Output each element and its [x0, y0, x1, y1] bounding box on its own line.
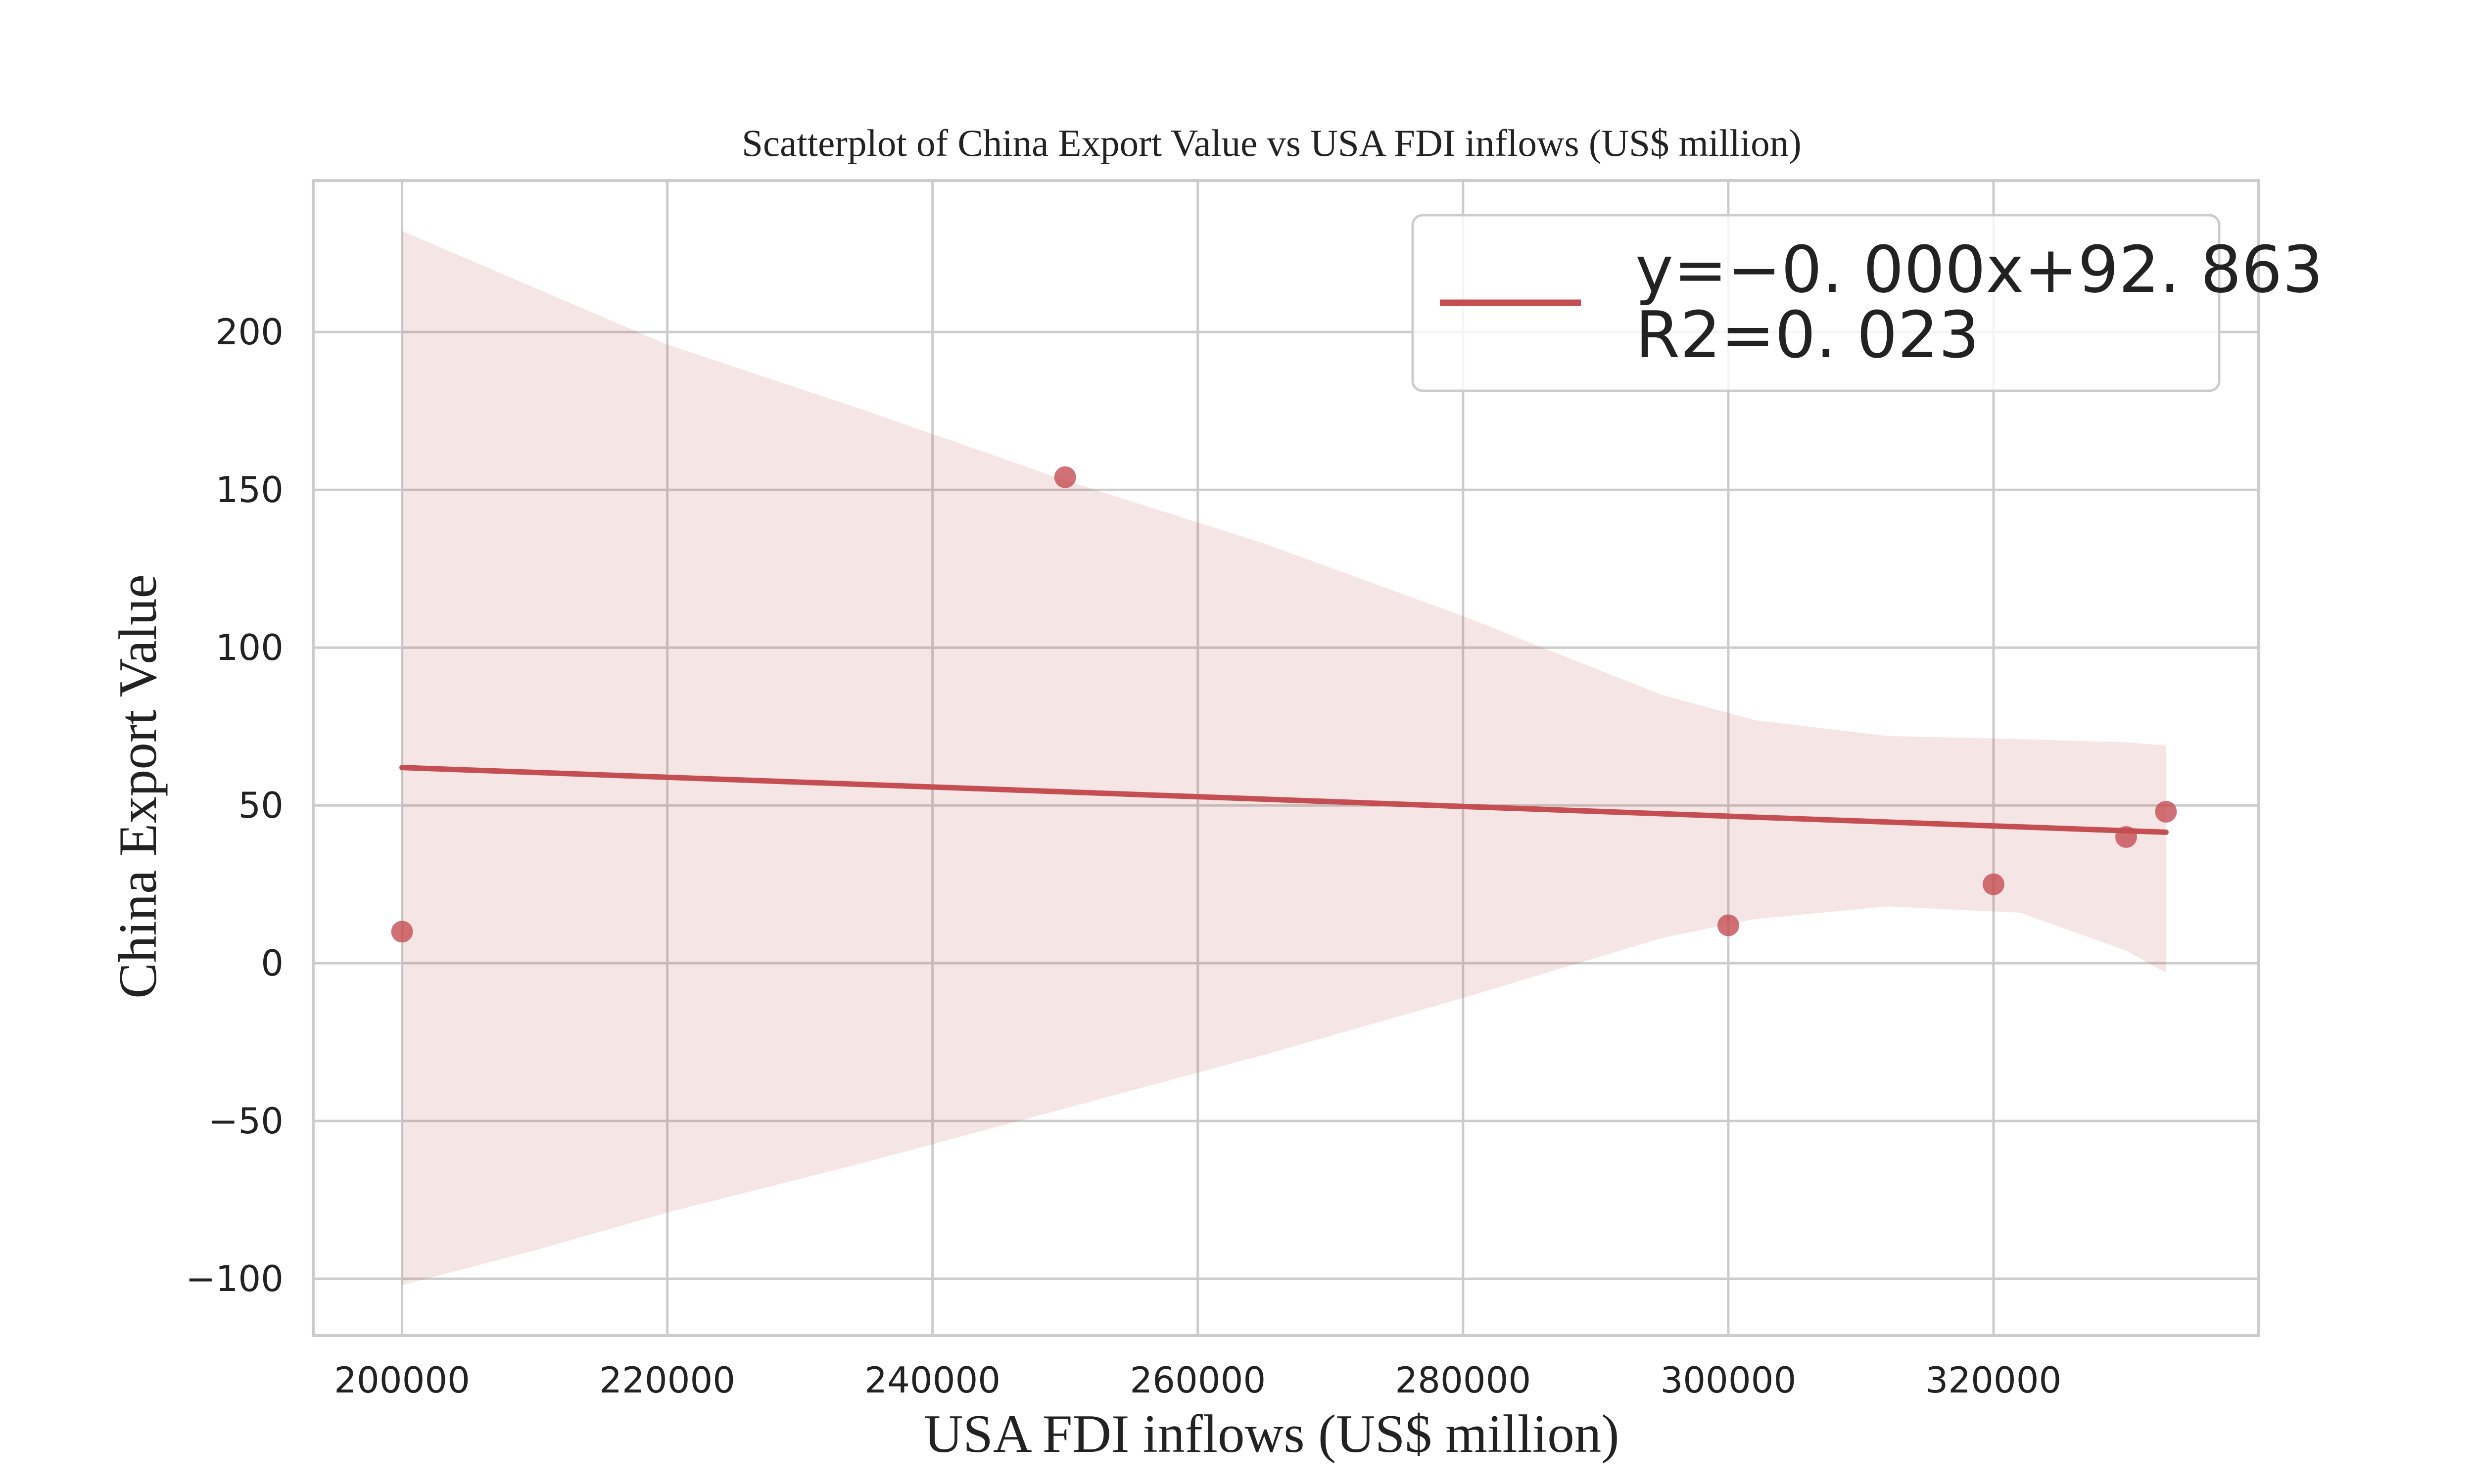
data-point	[1982, 873, 2004, 895]
y-tick-label: 100	[216, 627, 284, 668]
x-tick-label: 240000	[864, 1359, 1000, 1401]
y-tick-label: 200	[216, 311, 284, 353]
y-gridlines	[313, 330, 2259, 1280]
y-tick-label: 150	[216, 469, 284, 510]
data-point	[2115, 826, 2137, 848]
chart-title: Scatterplot of China Export Value vs USA…	[742, 122, 1802, 164]
y-axis-label: China Export Value	[108, 574, 168, 999]
data-point	[391, 921, 413, 943]
data-point	[2155, 800, 2177, 823]
x-tick-label: 200000	[334, 1359, 470, 1401]
confidence-band	[402, 231, 2166, 1285]
data-point	[1054, 466, 1076, 488]
y-tick-label: −100	[186, 1258, 284, 1299]
y-tick-labels: −100 −50 0 50 100 150 200	[186, 311, 284, 1299]
x-tick-label: 320000	[1926, 1359, 2062, 1401]
y-tick-label: 50	[238, 785, 284, 826]
y-tick-label: −50	[208, 1100, 284, 1142]
legend-entry-equation: y=−0. 000x+92. 863	[1635, 232, 2323, 307]
x-tick-label: 260000	[1130, 1359, 1266, 1401]
data-points	[391, 466, 2177, 943]
regression-line	[399, 765, 2169, 835]
plot-frame	[312, 179, 2260, 1337]
x-tick-label: 220000	[599, 1359, 735, 1401]
y-tick-label: 0	[261, 942, 284, 984]
x-tick-label: 300000	[1660, 1359, 1796, 1401]
x-tick-labels: 200000 220000 240000 260000 280000 300000 3200…	[334, 1359, 2061, 1401]
legend: y=−0. 000x+92. 863 R2=0. 023	[1411, 214, 2323, 392]
data-point	[1717, 914, 1739, 936]
legend-entry-r2: R2=0. 023	[1635, 297, 1979, 372]
legend-box	[1411, 214, 2221, 392]
x-tick-label: 280000	[1395, 1359, 1531, 1401]
x-axis-label: USA FDI inflows (US$ million)	[924, 1404, 1619, 1464]
